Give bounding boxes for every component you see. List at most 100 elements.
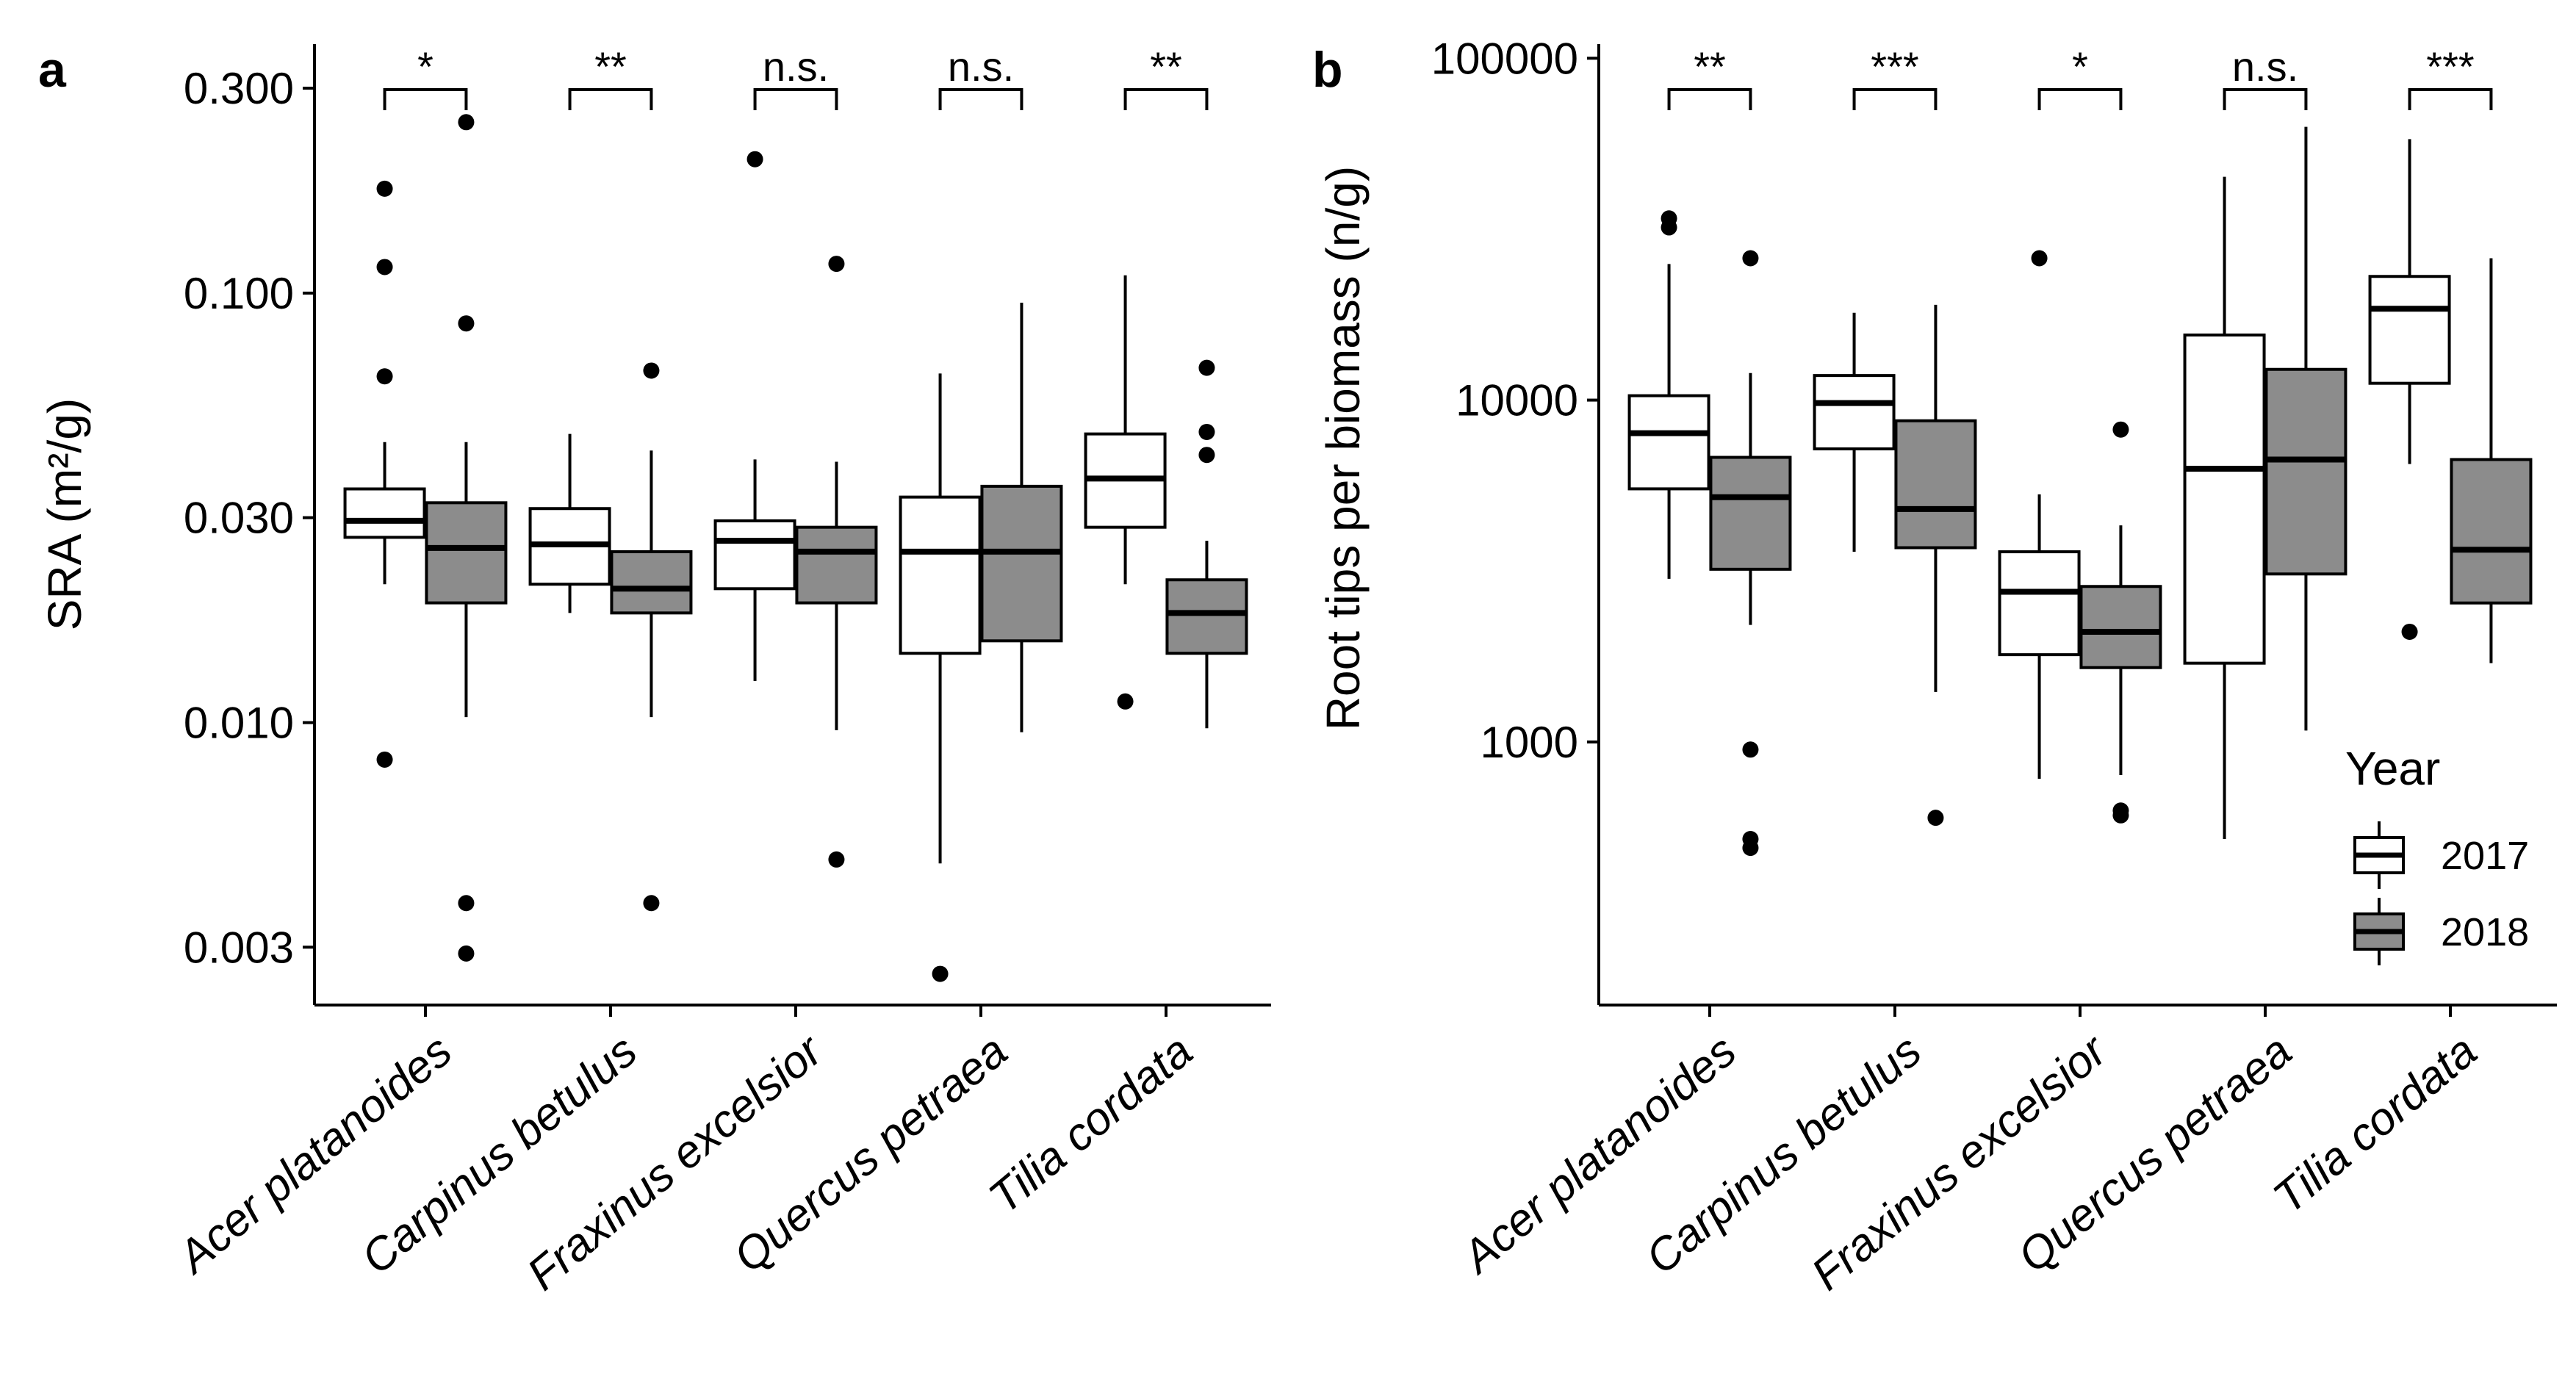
box-outlier-point — [2112, 807, 2129, 824]
significance-label: n.s. — [948, 43, 1014, 90]
significance-label: * — [2072, 43, 2088, 90]
y-tick-label: 0.100 — [184, 269, 294, 318]
box-fraxinus-excelsior-2017 — [713, 151, 796, 681]
box-outlier-point — [932, 965, 949, 982]
box-outlier-point — [458, 895, 475, 912]
box-iqr — [2450, 458, 2533, 605]
box-carpinus-betulus-2018 — [1894, 304, 1977, 827]
box-tilia-cordata-2017 — [2368, 139, 2451, 640]
box-tilia-cordata-2018 — [1165, 359, 1248, 729]
box-tilia-cordata-2017 — [1084, 275, 1167, 710]
legend-label-2017: 2017 — [2441, 834, 2529, 878]
significance-label: n.s. — [763, 43, 829, 90]
significance-bracket — [383, 88, 468, 110]
y-tick-label: 0.300 — [184, 64, 294, 113]
box-outlier-point — [828, 256, 845, 273]
significance-bracket — [753, 88, 838, 110]
box-quercus-petraea-2017 — [899, 373, 982, 982]
box-outlier-point — [1661, 219, 1677, 236]
box-iqr — [2183, 334, 2266, 665]
box-iqr — [2079, 585, 2162, 669]
box-outlier-point — [1117, 693, 1134, 710]
box-acer-platanoides-2017 — [343, 180, 426, 768]
box-iqr — [1709, 455, 1792, 571]
panel-b-boxes — [1627, 126, 2533, 857]
box-outlier-point — [1742, 741, 1759, 758]
box-acer-platanoides-2018 — [425, 114, 508, 962]
box-iqr — [610, 550, 693, 615]
box-outlier-point — [376, 368, 393, 385]
box-acer-platanoides-2018 — [1709, 250, 1792, 857]
box-iqr — [343, 487, 426, 539]
box-outlier-point — [376, 259, 393, 276]
box-outlier-point — [643, 362, 660, 379]
legend-label-2018: 2018 — [2441, 910, 2529, 954]
box-fraxinus-excelsior-2018 — [795, 256, 878, 868]
box-outlier-point — [376, 180, 393, 197]
legend-title: Year — [2345, 742, 2440, 795]
box-iqr — [1165, 578, 1248, 655]
box-carpinus-betulus-2017 — [1813, 312, 1896, 552]
panel-a-y-axis-title: SRA (m²/g) — [38, 398, 91, 630]
significance-bracket — [1852, 88, 1938, 110]
y-tick-label: 0.003 — [184, 923, 294, 972]
significance-label: n.s. — [2232, 43, 2298, 90]
significance-bracket — [2223, 88, 2308, 110]
significance-label: * — [417, 43, 433, 90]
box-iqr — [1894, 419, 1977, 550]
legend-item-2018: 2018 — [2353, 898, 2529, 965]
box-outlier-point — [643, 895, 660, 912]
box-iqr — [795, 525, 878, 605]
box-iqr — [1998, 550, 2081, 657]
box-carpinus-betulus-2018 — [610, 362, 693, 912]
box-outlier-point — [1742, 840, 1759, 857]
box-iqr — [2264, 367, 2347, 576]
significance-label: ** — [1150, 43, 1182, 90]
box-outlier-point — [1198, 447, 1215, 464]
significance-bracket — [938, 88, 1023, 110]
y-tick-label: 100000 — [1431, 34, 1578, 83]
box-outlier-point — [828, 851, 845, 868]
box-iqr — [899, 495, 982, 655]
box-iqr — [425, 501, 508, 605]
significance-bracket — [1123, 88, 1209, 110]
significance-label: ** — [1694, 43, 1726, 90]
significance-bracket — [2408, 88, 2493, 110]
box-outlier-point — [2031, 250, 2048, 267]
y-tick-label: 1000 — [1481, 718, 1578, 767]
box-quercus-petraea-2018 — [2264, 126, 2347, 731]
box-acer-platanoides-2017 — [1627, 210, 1710, 579]
box-outlier-point — [1742, 250, 1759, 267]
legend-item-2017: 2017 — [2353, 821, 2529, 889]
box-outlier-point — [458, 114, 475, 131]
panel-a-boxes — [343, 114, 1248, 982]
box-iqr — [1813, 374, 1896, 450]
box-outlier-point — [458, 945, 475, 962]
box-iqr — [713, 519, 796, 591]
box-outlier-point — [746, 151, 763, 168]
box-outlier-point — [1927, 810, 1944, 827]
panel-b-letter: b — [1312, 42, 1343, 98]
panel-a-letter: a — [38, 42, 67, 98]
box-carpinus-betulus-2017 — [528, 433, 611, 613]
significance-bracket — [1667, 88, 1752, 110]
box-quercus-petraea-2017 — [2183, 176, 2266, 840]
box-iqr — [2368, 275, 2451, 385]
box-outlier-point — [1198, 423, 1215, 440]
box-fraxinus-excelsior-2018 — [2079, 421, 2162, 824]
panel-b-y-axis-title: Root tips per biomass (n/g) — [1317, 166, 1370, 730]
significance-bracket — [2037, 88, 2123, 110]
box-outlier-point — [458, 315, 475, 332]
box-outlier-point — [2401, 623, 2418, 640]
box-outlier-point — [376, 751, 393, 768]
box-iqr — [980, 484, 1063, 643]
significance-label: *** — [1871, 43, 1918, 90]
box-fraxinus-excelsior-2017 — [1998, 250, 2081, 779]
significance-bracket — [568, 88, 653, 110]
y-tick-label: 10000 — [1456, 376, 1578, 425]
box-quercus-petraea-2018 — [980, 302, 1063, 732]
box-outlier-point — [2112, 421, 2129, 438]
box-tilia-cordata-2018 — [2450, 258, 2533, 663]
